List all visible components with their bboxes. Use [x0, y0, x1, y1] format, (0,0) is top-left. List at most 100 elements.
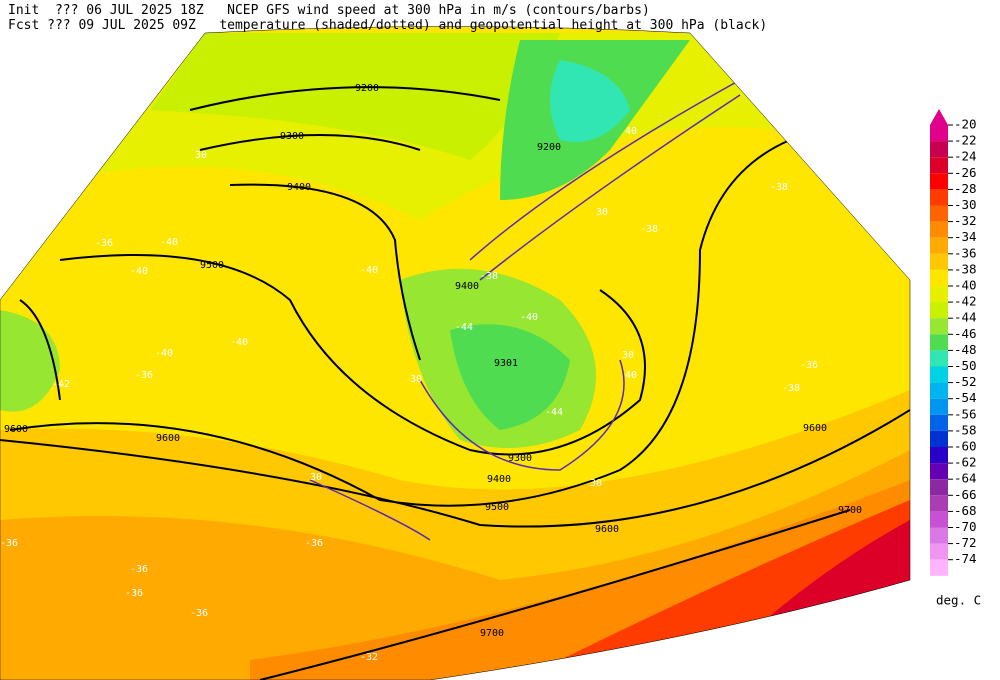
colorbar-label: -74 — [954, 551, 977, 566]
wind-label: 40 — [625, 126, 637, 137]
colorbar-box — [930, 366, 948, 383]
height-label: 9500 — [485, 502, 509, 513]
height-label: 9300 — [508, 453, 532, 464]
wind-label: 30 — [590, 478, 602, 489]
colorbar-box — [930, 302, 948, 319]
temperature-label: -32 — [360, 652, 378, 663]
colorbar-label: -54 — [954, 390, 977, 405]
colorbar-label: -50 — [954, 358, 977, 373]
header-line: Init ??? 06 JUL 2025 18Z NCEP GFS wind s… — [8, 3, 650, 18]
wind-label: 30 — [622, 350, 634, 361]
domain-edge — [0, 26, 911, 680]
height-label: 9400 — [455, 281, 479, 292]
colorbar-label: -28 — [954, 181, 977, 196]
colorbar-box — [930, 237, 948, 254]
map-labels: 9200 9200 9300 9400 9500 9600 9600 9400 9301 9300… — [0, 83, 862, 663]
temperature-label: -40 — [130, 266, 148, 277]
header-line: Fcst ??? 09 JUL 2025 09Z temperature (sh… — [8, 18, 767, 33]
colorbar-box — [930, 414, 948, 431]
colorbar-box — [930, 382, 948, 399]
wind-label: 30 — [596, 207, 608, 218]
colorbar-label: -38 — [954, 261, 977, 276]
temperature-label: -36 — [95, 238, 113, 249]
colorbar-label: -46 — [954, 326, 977, 341]
colorbar-box — [930, 350, 948, 367]
colorbar-box — [930, 527, 948, 544]
colorbar-label: -40 — [954, 278, 977, 293]
colorbar: -20-22-24-26-28-30-32-34-36-38-40-42-44-… — [930, 109, 977, 576]
colorbar-box — [930, 559, 948, 576]
temperature-label: -44 — [455, 322, 473, 333]
colorbar-label: -66 — [954, 487, 977, 502]
colorbar-label: -62 — [954, 455, 977, 470]
colorbar-box — [930, 430, 948, 447]
colorbar-box — [930, 447, 948, 464]
height-label: 9700 — [838, 505, 862, 516]
height-label: 9400 — [487, 474, 511, 485]
colorbar-label: -30 — [954, 197, 977, 212]
colorbar-label: -48 — [954, 342, 977, 357]
colorbar-box — [930, 125, 948, 142]
height-label: 9500 — [200, 260, 224, 271]
temperature-label: -40 — [160, 237, 178, 248]
height-label: 9600 — [595, 524, 619, 535]
height-label: 9400 — [287, 182, 311, 193]
colorbar-box — [930, 141, 948, 158]
colorbar-box — [930, 318, 948, 335]
colorbar-box — [930, 543, 948, 560]
height-label: 9600 — [156, 433, 180, 444]
temperature-label: -36 — [305, 538, 323, 549]
colorbar-box — [930, 495, 948, 512]
colorbar-label: -42 — [954, 294, 977, 309]
colorbar-box — [930, 479, 948, 496]
wind-label: 30 — [195, 150, 207, 161]
colorbar-label: -72 — [954, 535, 977, 550]
temperature-label: -38 — [480, 271, 498, 282]
colorbar-arrow — [930, 109, 948, 125]
temperature-label: -40 — [520, 312, 538, 323]
colorbar-label: -22 — [954, 133, 977, 148]
temperature-label: -38 — [770, 182, 788, 193]
colorbar-box — [930, 157, 948, 174]
colorbar-unit: deg. C — [936, 593, 981, 608]
temperature-label: -38 — [640, 224, 658, 235]
colorbar-label: -24 — [954, 149, 977, 164]
wind-label: 30 — [410, 374, 422, 385]
colorbar-label: -26 — [954, 165, 977, 180]
colorbar-box — [930, 253, 948, 270]
temperature-label: -36 — [190, 608, 208, 619]
colorbar-box — [930, 205, 948, 222]
temperature-label: -36 — [0, 538, 18, 549]
temperature-label: -36 — [800, 360, 818, 371]
temperature-label: -44 — [545, 407, 563, 418]
height-contours — [0, 86, 910, 680]
temperature-label: -36 — [130, 564, 148, 575]
colorbar-label: -60 — [954, 439, 977, 454]
temperature-label: -40 — [360, 265, 378, 276]
colorbar-box — [930, 511, 948, 528]
wind-contours — [309, 79, 741, 541]
temperature-label: -36 — [135, 370, 153, 381]
height-label: 9700 — [480, 628, 504, 639]
colorbar-box — [930, 398, 948, 415]
colorbar-label: -34 — [954, 229, 977, 244]
temperature-label: -38 — [782, 383, 800, 394]
colorbar-label: -64 — [954, 471, 977, 486]
height-label: 9300 — [280, 131, 304, 142]
colorbar-label: -32 — [954, 213, 977, 228]
colorbar-box — [930, 221, 948, 238]
colorbar-label: -20 — [954, 117, 977, 132]
temperature-label: -40 — [155, 348, 173, 359]
temperature-label: -40 — [230, 337, 248, 348]
height-label: 9200 — [537, 142, 561, 153]
colorbar-label: -70 — [954, 519, 977, 534]
height-label: 9301 — [494, 358, 518, 369]
colorbar-label: -52 — [954, 374, 977, 389]
height-label: 9600 — [803, 423, 827, 434]
height-label: 9600 — [4, 424, 28, 435]
colorbar-label: -56 — [954, 406, 977, 421]
colorbar-box — [930, 334, 948, 351]
temperature-label: -36 — [125, 588, 143, 599]
